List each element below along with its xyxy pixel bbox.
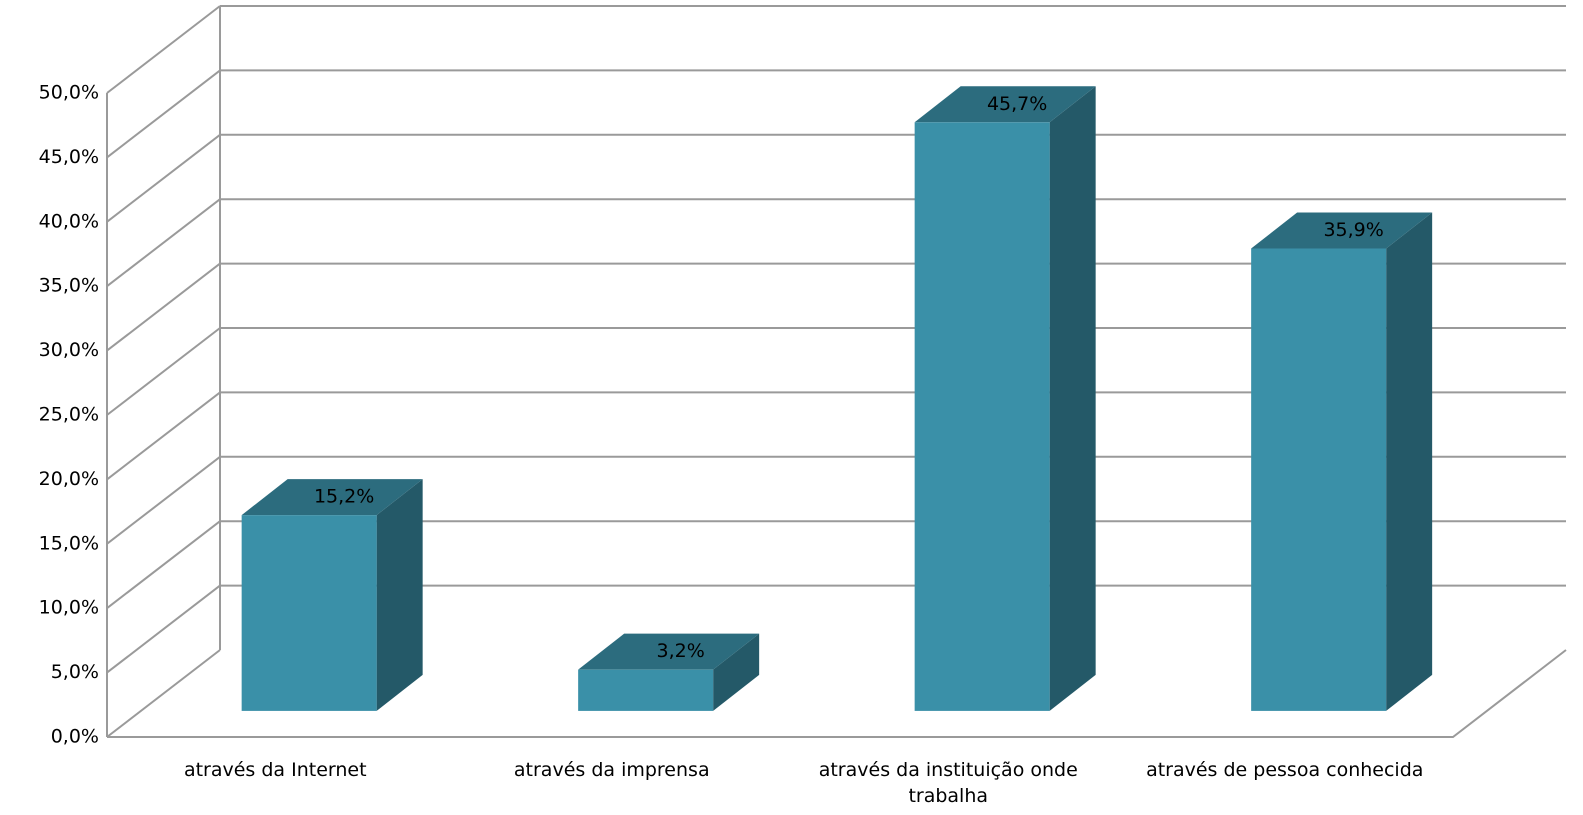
y-tick-label: 25,0% xyxy=(39,404,99,426)
x-tick-line: trabalha xyxy=(908,785,988,807)
grid-line xyxy=(106,584,221,674)
x-tick-line: através da instituição onde xyxy=(819,759,1078,781)
x-tick-label: através da imprensa xyxy=(514,759,710,781)
x-tick-label: através de pessoa conhecida xyxy=(1146,759,1423,781)
grid-line xyxy=(106,5,221,94)
y-tick-label: 45,0% xyxy=(39,146,99,168)
x-tick-line: através da Internet xyxy=(184,759,367,781)
grid-line xyxy=(106,520,221,609)
grid-line xyxy=(106,327,221,416)
bar-side xyxy=(376,479,423,711)
bar-side xyxy=(713,633,760,711)
y-tick-label: 5,0% xyxy=(51,661,99,683)
grid-line xyxy=(106,134,221,223)
grid-line xyxy=(106,69,221,159)
data-label: 15,2% xyxy=(314,486,374,508)
y-tick-label: 10,0% xyxy=(39,597,99,619)
grid-line xyxy=(106,198,221,287)
y-tick-label: 15,0% xyxy=(39,532,99,554)
floor-edge xyxy=(107,649,1567,738)
y-tick-label: 35,0% xyxy=(39,275,99,297)
bar-top xyxy=(1251,212,1433,249)
grid-line xyxy=(106,456,221,545)
data-label: 45,7% xyxy=(987,93,1047,115)
bar xyxy=(914,122,1050,711)
grid-line xyxy=(106,391,221,481)
bar xyxy=(241,515,377,711)
bar xyxy=(1251,248,1387,711)
y-tick-label: 30,0% xyxy=(39,339,99,361)
y-tick-label: 0,0% xyxy=(51,726,99,748)
x-tick-line: através de pessoa conhecida xyxy=(1146,759,1423,781)
x-tick-label: através da Internet xyxy=(184,759,367,781)
y-tick-label: 40,0% xyxy=(39,210,99,232)
x-tick-label: através da instituição onde trabalha xyxy=(819,759,1078,807)
data-label: 3,2% xyxy=(657,640,705,662)
y-tick-label: 50,0% xyxy=(39,82,99,104)
grid-line xyxy=(106,262,221,352)
y-tick-label: 20,0% xyxy=(39,468,99,490)
bar-side xyxy=(1386,212,1433,711)
data-label: 35,9% xyxy=(1323,219,1383,241)
grid-line xyxy=(106,649,221,738)
bar-top xyxy=(241,479,423,516)
x-tick-line: através da imprensa xyxy=(514,759,710,781)
bar-top xyxy=(914,86,1096,123)
bar xyxy=(578,669,714,711)
bar-side xyxy=(1049,86,1096,711)
bar-top xyxy=(578,633,760,670)
